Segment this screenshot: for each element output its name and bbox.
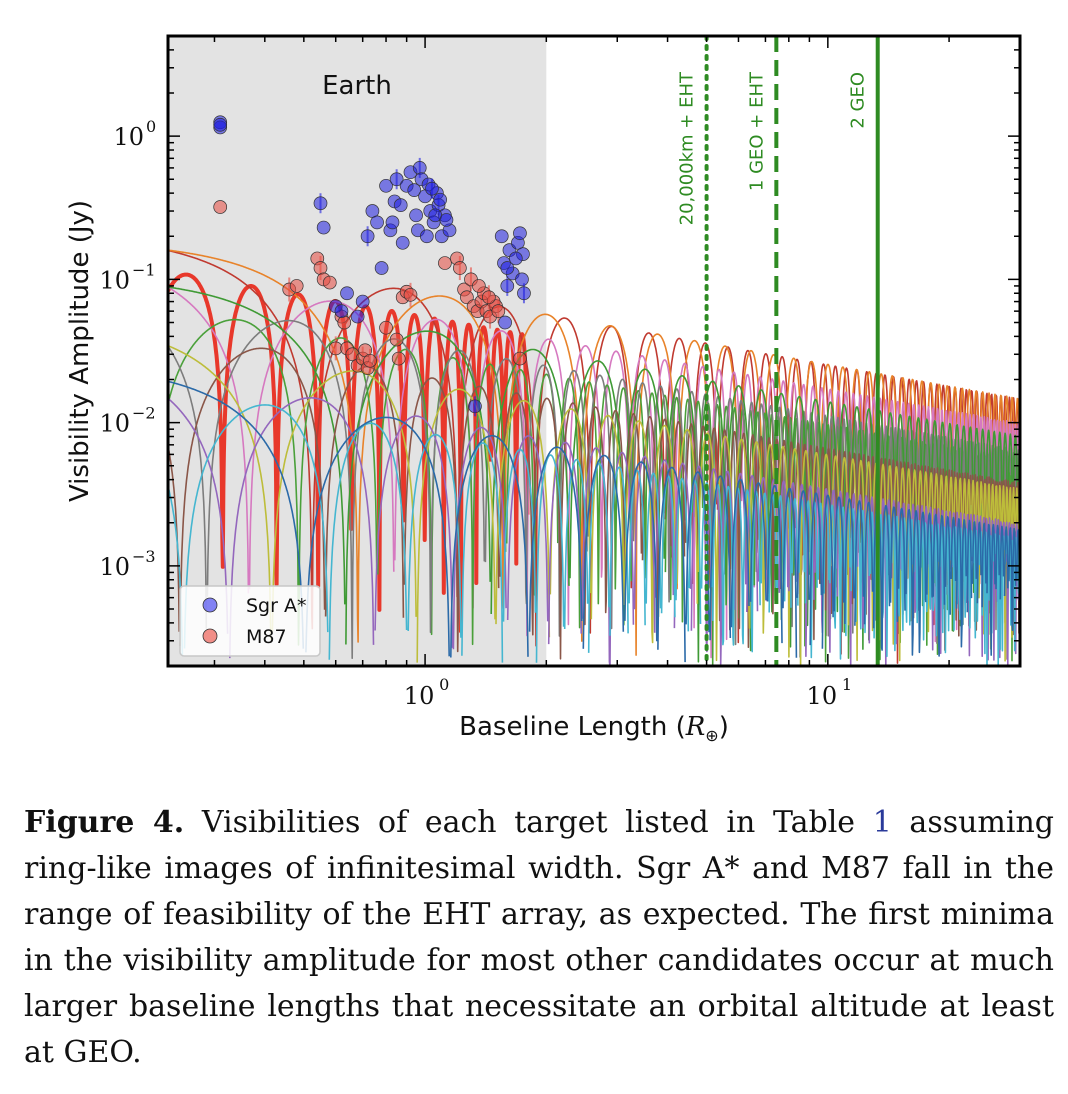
y-axis-label: Visibility Amplitude (Jy) [65, 200, 95, 502]
sgr-point [389, 172, 404, 187]
sgr-point [498, 315, 512, 330]
sgr-point [350, 309, 365, 324]
figure-caption: Figure 4. Visibilities of each target li… [24, 800, 1054, 1076]
m87-point [438, 256, 452, 270]
sgr-point [407, 183, 422, 197]
m87-point [453, 261, 467, 275]
x-tick-exponent: 1 [842, 675, 852, 694]
sgr-point [370, 215, 384, 230]
data-points [213, 115, 531, 417]
sgr-point [409, 208, 423, 223]
m87-point [313, 261, 328, 275]
sgr-point [379, 178, 393, 193]
sgr-point [433, 192, 447, 207]
y-tick-exponent: −3 [132, 547, 156, 566]
y-tick-label: 10 [113, 123, 144, 151]
curve-m87-model [168, 272, 530, 634]
sgr-point [508, 251, 523, 266]
x-axis-label: Baseline Length (R⊕) [459, 712, 729, 745]
m87-point [491, 304, 506, 319]
sgr-point [393, 198, 408, 212]
plot-frame [166, 34, 1022, 668]
caption-label: Figure 4. [24, 805, 185, 840]
sgr-point [500, 261, 515, 275]
sgr-point [355, 294, 370, 309]
y-tick-label: 10 [99, 410, 130, 438]
x-tick-label: 10 [807, 682, 838, 710]
x-tick-label: 10 [404, 682, 435, 710]
m87-point [513, 351, 527, 366]
y-tick-label: 10 [99, 553, 130, 581]
legend-m87-marker [202, 628, 218, 644]
y-tick-label: 10 [99, 266, 130, 294]
sgr-point [313, 196, 328, 211]
m87-point [213, 200, 228, 214]
baseline-limit-lines: 20,000km + EHT 1 GEO + EHT 2 GEO [677, 36, 880, 666]
sgr-point [500, 279, 515, 293]
m87-point [289, 279, 304, 293]
sgr-point [412, 161, 427, 175]
vline-label-3: 2 GEO [848, 72, 869, 129]
caption-text-start: Visibilities of each target listed in Ta… [184, 805, 873, 840]
sgr-point [468, 399, 482, 414]
legend-sgr-label: Sgr A* [246, 595, 306, 617]
m87-point [389, 332, 404, 347]
legend-sgr-marker [202, 597, 218, 613]
y-tick-exponent: −2 [132, 404, 156, 423]
sgr-point [385, 215, 400, 230]
m87-point [379, 320, 393, 335]
m87-point [322, 275, 337, 290]
y-tick-exponent: 0 [146, 117, 156, 136]
vline-label-2: 1 GEO + EHT [746, 71, 767, 191]
sgr-point [419, 229, 434, 244]
curve-target-11 [168, 380, 1020, 663]
legend-m87-label: M87 [246, 626, 287, 648]
sgr-point [213, 117, 228, 132]
m87-point [337, 315, 352, 330]
earth-region-label: Earth [322, 71, 392, 101]
curve-target-3 [168, 286, 1020, 659]
vline-label-1: 20,000km + EHT [677, 71, 698, 225]
sgr-point [340, 286, 354, 301]
m87-point [363, 353, 377, 368]
sgr-point [517, 286, 531, 301]
sgr-point [439, 213, 454, 227]
sgr-point [316, 220, 331, 235]
m87-point [391, 351, 406, 366]
sgr-point [425, 181, 439, 196]
caption-text-end: assuming ring-like images of infinitesim… [24, 805, 1054, 1070]
m87-point [482, 290, 496, 305]
x-tick-exponent: 0 [439, 675, 449, 694]
y-tick-exponent: −1 [132, 260, 156, 279]
sgr-point [334, 304, 349, 319]
sgr-point [515, 272, 529, 287]
sgr-point [360, 229, 375, 244]
sgr-point [395, 235, 410, 250]
model-curves [168, 249, 1020, 666]
sgr-point [513, 226, 527, 241]
m87-point [472, 279, 486, 293]
sgr-point [494, 229, 509, 244]
sgr-point [374, 261, 389, 275]
figure-chart: Earth 20,000km + EHT 1 GEO + EHT 2 GEO 10 0… [65, 34, 1022, 745]
legend: Sgr A* M87 [179, 585, 321, 657]
caption-table-link[interactable]: 1 [872, 805, 892, 840]
m87-point [403, 287, 418, 302]
